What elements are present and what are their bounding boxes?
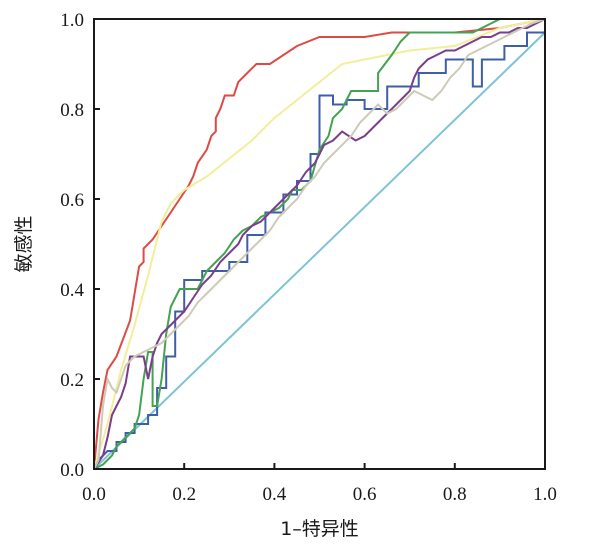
roc-curve-2 (93, 18, 546, 470)
roc-curve-6 (93, 18, 546, 470)
roc-curve-4 (93, 19, 546, 470)
roc-curve-1 (93, 31, 546, 470)
y-axis-title: 敏感性 (13, 215, 35, 272)
y-tick-label: 0.2 (60, 370, 84, 391)
roc-curve-3 (93, 18, 546, 470)
x-tick-label: 0.2 (172, 484, 196, 505)
y-tick-label: 0.8 (60, 100, 84, 121)
x-tick-label: 0.0 (82, 484, 106, 505)
y-tick-label: 0.6 (60, 190, 84, 211)
plot-frame (93, 18, 546, 470)
x-axis-title: 1–特异性 (280, 518, 359, 540)
x-axis-ticks: 0.0 0.2 0.4 0.6 0.8 1.0 (82, 463, 557, 505)
roc-curve-5 (93, 18, 545, 470)
y-tick-label: 1.0 (60, 10, 84, 31)
x-tick-label: 0.6 (353, 484, 377, 505)
x-tick-label: 0.8 (443, 484, 467, 505)
roc-curve-7 (93, 18, 546, 470)
y-tick-label: 0.0 (60, 460, 84, 481)
x-tick-label: 1.0 (533, 484, 557, 505)
y-tick-label: 0.4 (60, 280, 84, 301)
y-axis-ticks: 0.0 0.2 0.4 0.6 0.8 1.0 (60, 10, 100, 481)
series-layer (93, 18, 546, 470)
x-tick-label: 0.4 (263, 484, 287, 505)
